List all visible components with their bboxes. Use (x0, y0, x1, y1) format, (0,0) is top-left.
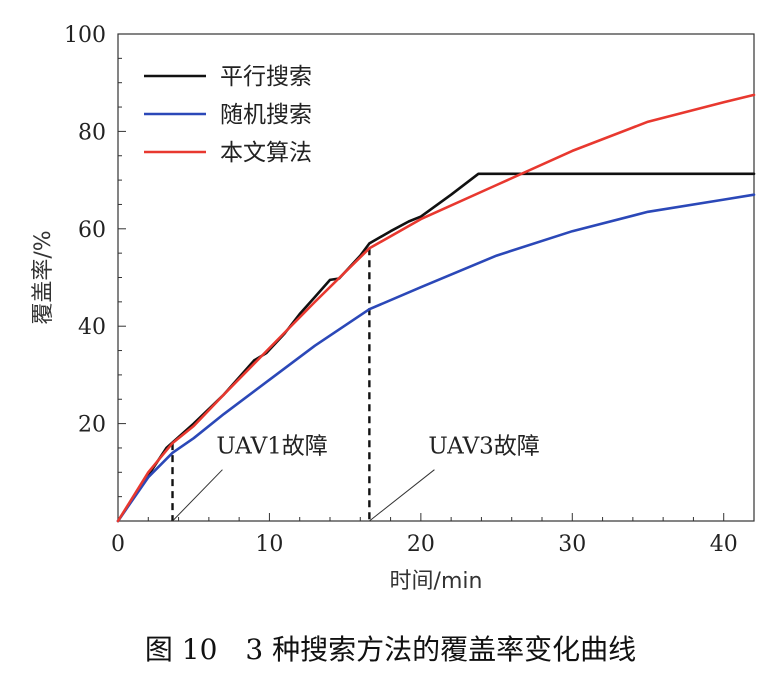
annotation-label: UAV1故障 (216, 434, 327, 460)
series-line-2 (116, 193, 756, 523)
y-tick-label: 100 (64, 23, 106, 48)
x-tick-label: 40 (710, 532, 738, 557)
annotation-label: UAV3故障 (428, 434, 539, 460)
x-tick-label: 10 (255, 532, 283, 557)
series-line-1 (116, 172, 756, 523)
legend-label: 平行搜索 (220, 64, 312, 90)
y-axis-title: 覆盖率/% (31, 230, 56, 324)
x-tick-label: 30 (558, 532, 586, 557)
y-tick-label: 80 (78, 120, 106, 145)
annotation-leader-line (369, 469, 435, 522)
series-line-3 (116, 93, 756, 523)
y-tick-label: 60 (78, 218, 106, 243)
annotation-leader-line (172, 469, 223, 522)
y-tick-label: 40 (78, 315, 106, 340)
x-axis-title: 时间/min (390, 569, 483, 594)
x-tick-label: 0 (111, 532, 125, 557)
legend-label: 本文算法 (220, 140, 312, 166)
figure-caption: 图 10 3 种搜索方法的覆盖率变化曲线 (144, 633, 637, 666)
legend-label: 随机搜索 (220, 102, 312, 128)
y-tick-label: 20 (78, 413, 106, 438)
x-tick-label: 20 (407, 532, 435, 557)
